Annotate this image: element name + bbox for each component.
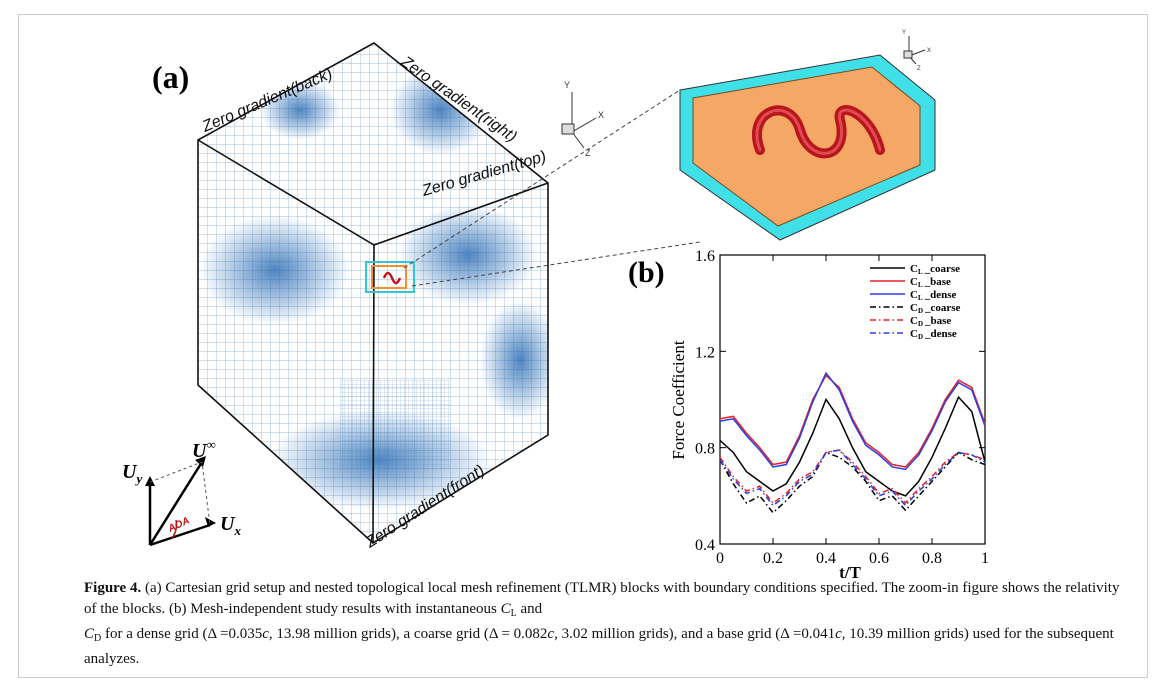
series-line [720, 450, 985, 505]
x-tick-label: 0.2 [763, 550, 783, 567]
axis-x: X [927, 48, 931, 54]
series-line [720, 450, 985, 503]
caption-text: for a dense grid (Δ =0.035 [101, 626, 262, 642]
y-tick-label: 0.8 [695, 441, 715, 458]
legend-symbol: C [910, 263, 918, 275]
legend-subscript: L [918, 281, 923, 289]
caption: Figure 4. (a) Cartesian grid setup and n… [84, 578, 1134, 670]
y-tick-label: 0.4 [695, 537, 715, 554]
legend-entry: CL_coarse [910, 263, 960, 276]
caption-text: Figure 4. [84, 580, 141, 596]
axis-z: Z [917, 66, 921, 72]
x-tick-label: 0.4 [816, 550, 836, 567]
legend-entry: CD_base [910, 315, 951, 328]
caption-text: c [835, 626, 842, 642]
caption-text: , 13.98 million grids), a coarse grid (Δ… [269, 626, 547, 642]
legend-entry: CD_coarse [910, 302, 961, 315]
legend-name: _coarse [924, 302, 961, 314]
legend-name: _dense [924, 289, 957, 301]
y-axis-label: Force Coefficient [669, 340, 688, 459]
axis-y: Y [902, 30, 906, 36]
legend-subscript: L [918, 268, 923, 276]
caption-text: , 3.02 million grids), and a base grid (… [554, 626, 835, 642]
axis-y: Y [564, 80, 570, 90]
zoom-inset [680, 55, 935, 240]
x-tick-label: 0.6 [869, 550, 889, 567]
legend-entry: CL_base [910, 276, 951, 289]
vector-label: U∞ [192, 437, 216, 462]
legend-symbol: C [910, 302, 918, 314]
y-tick-label: 1.2 [695, 344, 715, 361]
caption-text: C [84, 626, 94, 642]
page: Y X Z Y X Z (a) Zero gradient(back) Zero… [0, 0, 1167, 693]
caption-text: (a) Cartesian grid setup and nested topo… [84, 580, 1123, 617]
legend-name: _dense [924, 328, 957, 340]
legend-subscript: D [918, 333, 923, 341]
x-tick-label: 1 [981, 550, 989, 567]
legend-symbol: C [910, 328, 918, 340]
legend-entry: CL_dense [910, 289, 957, 302]
y-tick-label: 1.6 [695, 248, 715, 265]
legend-symbol: C [910, 289, 918, 301]
legend-name: _base [924, 276, 951, 288]
velocity-diagram: AOA Uy U∞ Ux [122, 437, 241, 545]
series-line [720, 452, 985, 512]
legend-subscript: D [918, 307, 923, 315]
axis-x: X [598, 110, 604, 120]
legend-subscript: L [918, 294, 923, 302]
axis-z: Z [585, 148, 591, 158]
legend-symbol: C [910, 276, 918, 288]
caption-text: c [262, 626, 269, 642]
series-line [720, 373, 985, 469]
legend-symbol: C [910, 315, 918, 327]
series-line [720, 397, 985, 496]
panel-label: (b) [628, 256, 665, 289]
x-tick-label: 0.8 [922, 550, 942, 567]
legend-name: _base [924, 315, 951, 327]
caption-text: C [501, 601, 511, 617]
x-tick-label: 0 [716, 550, 724, 567]
legend-name: _coarse [924, 263, 961, 275]
legend-entry: CD_dense [910, 328, 957, 341]
legend-subscript: D [918, 320, 923, 328]
vector-label: Ux [220, 513, 241, 538]
caption-text: and [517, 601, 542, 617]
vector-label: Uy [122, 461, 142, 486]
panel-label: (a) [152, 59, 189, 95]
